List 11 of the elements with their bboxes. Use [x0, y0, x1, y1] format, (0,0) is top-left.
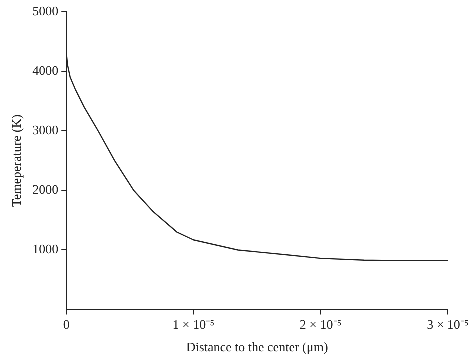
- y-tick-label: 4000: [32, 62, 59, 78]
- x-tick-label: 1 × 10⁻⁵: [172, 317, 215, 332]
- x-axis-title: Distance to the center (μm): [186, 340, 328, 355]
- x-tick-label: 0: [63, 317, 70, 332]
- y-tick-label: 2000: [32, 182, 59, 198]
- y-tick-label: 5000: [32, 3, 59, 18]
- y-tick-label: 3000: [32, 122, 59, 138]
- y-tick-label: 1000: [32, 242, 59, 257]
- x-tick-label: 2 × 10⁻⁵: [300, 317, 342, 332]
- y-axis-title: Temeperature (K): [9, 114, 24, 208]
- x-tick-label: 3 × 10⁻⁵: [427, 317, 469, 332]
